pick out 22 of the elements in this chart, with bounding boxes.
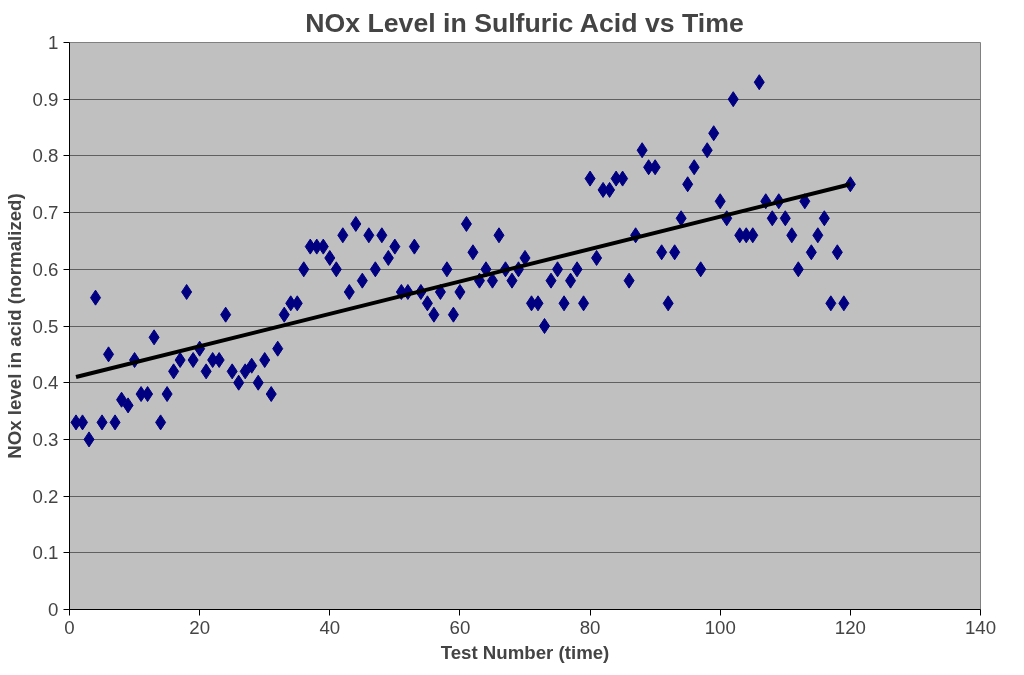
y-tick-label: 0.3 [32,428,59,450]
y-tick-label: 1 [48,32,59,53]
x-tick-label: 140 [964,616,997,638]
y-tick-label: 0.1 [32,542,59,564]
y-tick-label: 0.2 [32,485,59,507]
y-axis-title: NOx level in acid (normalized) [3,193,25,459]
x-tick-label: 60 [449,616,471,638]
x-tick-label: 0 [64,616,75,638]
x-tick-label: 100 [704,616,736,638]
y-tick-label: 0.8 [32,145,59,167]
x-tick-label: 120 [834,616,866,638]
x-tick-label: 40 [319,616,341,638]
y-tick-label: 0.5 [32,315,59,337]
chart-title: NOx Level in Sulfuric Acid vs Time [305,7,744,38]
y-tick-label: 0.7 [32,202,59,224]
x-axis-title: Test Number (time) [440,641,610,663]
y-tick-label: 0.9 [32,88,59,110]
x-tick-label: 80 [579,616,601,638]
y-tick-label: 0.4 [32,372,59,394]
y-tick-label: 0.6 [32,258,59,280]
y-tick-label: 0 [48,599,59,620]
x-tick-label: 20 [189,616,211,638]
